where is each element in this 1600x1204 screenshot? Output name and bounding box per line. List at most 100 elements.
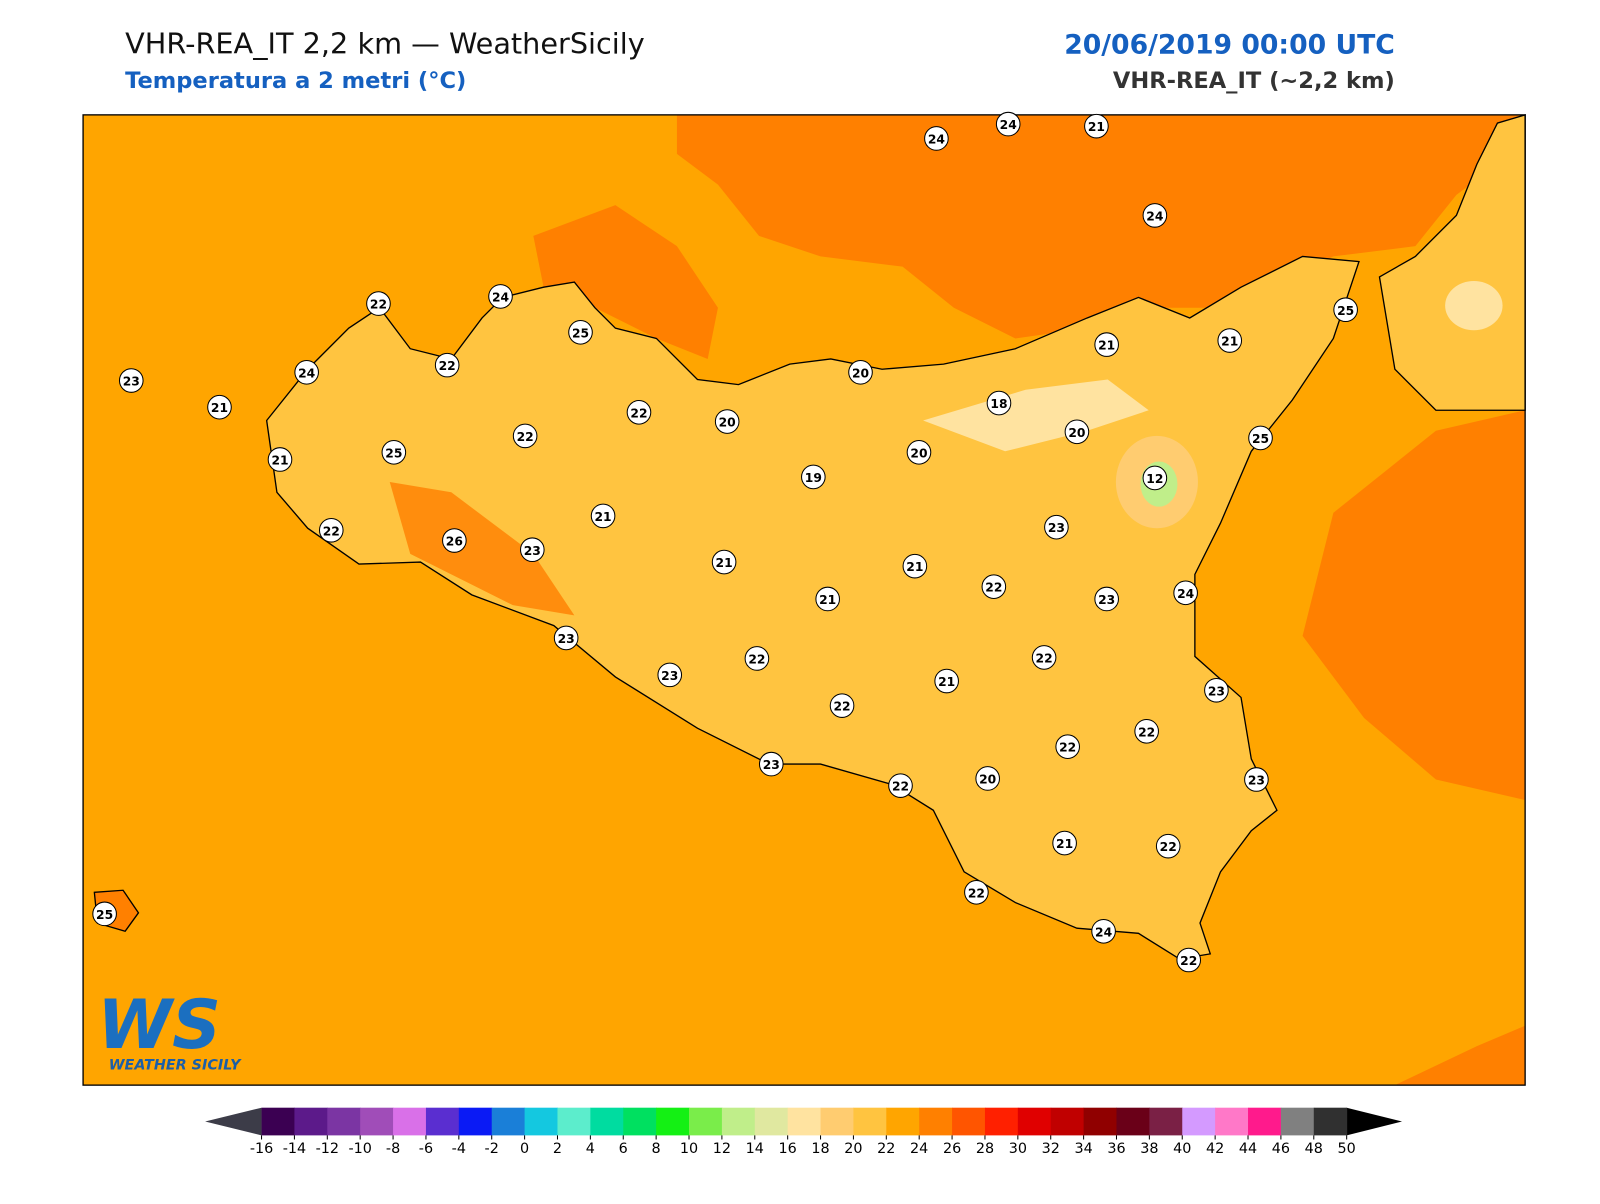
station-marker bbox=[1204, 677, 1229, 703]
colorbar-tick-label: 44 bbox=[1239, 1141, 1257, 1157]
station-marker bbox=[1044, 514, 1069, 540]
station-value: 20 bbox=[719, 416, 736, 430]
station-marker bbox=[744, 646, 770, 671]
station-value: 21 bbox=[716, 556, 733, 570]
station-value: 23 bbox=[558, 632, 575, 646]
colorbar-tick-label: 48 bbox=[1305, 1141, 1323, 1157]
station-marker bbox=[488, 284, 513, 309]
station-value: 23 bbox=[1048, 521, 1065, 535]
logo: WS WEATHER SICILY bbox=[97, 985, 242, 1074]
station-value: 25 bbox=[1252, 432, 1269, 446]
colorbar-bin bbox=[1083, 1107, 1118, 1136]
station-marker bbox=[1094, 586, 1119, 612]
colorbar-tick-label: 2 bbox=[553, 1141, 562, 1157]
colorbar-tick-label: 24 bbox=[910, 1141, 928, 1157]
warm-sea bbox=[676, 114, 1526, 339]
colorbar-tick-label: -2 bbox=[485, 1141, 499, 1157]
station-marker bbox=[118, 368, 144, 393]
station-value: 25 bbox=[572, 326, 589, 340]
station-value: 23 bbox=[1208, 684, 1225, 698]
station-marker bbox=[964, 880, 989, 905]
station-value: 21 bbox=[819, 593, 836, 607]
colorbar-bin bbox=[1116, 1107, 1150, 1136]
station-marker bbox=[366, 291, 391, 316]
station-value: 24 bbox=[1146, 209, 1163, 223]
colorbar-bin bbox=[261, 1107, 295, 1136]
colorbar-bin bbox=[393, 1107, 427, 1136]
station-value: 25 bbox=[385, 446, 402, 460]
station-marker bbox=[1142, 465, 1168, 491]
station-marker bbox=[442, 528, 467, 553]
station-value: 23 bbox=[661, 669, 678, 683]
colorbar-tick-label: 20 bbox=[844, 1141, 862, 1157]
station-value: 21 bbox=[595, 510, 612, 524]
station-marker bbox=[1173, 580, 1198, 606]
station-value: 22 bbox=[1036, 651, 1053, 665]
station-marker bbox=[1064, 419, 1090, 445]
station-value: 21 bbox=[1098, 339, 1115, 353]
colorbar-tick-label: 28 bbox=[976, 1141, 994, 1157]
station-marker bbox=[714, 409, 740, 434]
colorbar-bin bbox=[294, 1107, 328, 1136]
station-marker bbox=[1176, 947, 1202, 973]
warm-sea bbox=[1394, 1025, 1526, 1086]
colorbar-tick-label: 50 bbox=[1338, 1141, 1356, 1157]
colorbar-tick-label: 22 bbox=[877, 1141, 895, 1157]
station-value: 21 bbox=[906, 560, 923, 574]
station-marker bbox=[1217, 328, 1243, 353]
logo-text: WEATHER SICILY bbox=[109, 1058, 242, 1074]
station-marker bbox=[381, 439, 407, 465]
station-value: 22 bbox=[1059, 741, 1076, 755]
station-value: 22 bbox=[323, 524, 340, 538]
station-marker bbox=[1094, 332, 1119, 357]
colorbar-bin bbox=[491, 1107, 526, 1136]
colorbar-over bbox=[1346, 1107, 1403, 1136]
station-marker bbox=[986, 390, 1012, 416]
station-marker bbox=[1134, 718, 1159, 744]
colorbar-bin bbox=[557, 1107, 591, 1136]
station-marker bbox=[711, 549, 737, 575]
station-value: 18 bbox=[990, 397, 1007, 411]
colorbar-bin bbox=[1182, 1107, 1216, 1136]
station-value: 21 bbox=[271, 454, 288, 468]
colorbar-bin bbox=[327, 1107, 361, 1136]
station-value: 22 bbox=[968, 886, 985, 900]
station-value: 22 bbox=[517, 430, 534, 444]
station-value: 23 bbox=[763, 758, 780, 772]
colorbar-bin bbox=[886, 1107, 920, 1136]
colorbar-tick-label: 18 bbox=[811, 1141, 829, 1157]
model-label: VHR-REA_IT (~2,2 km) bbox=[1113, 68, 1395, 94]
station-value: 20 bbox=[852, 366, 869, 380]
subtitle: Temperatura a 2 metri (°C) bbox=[125, 68, 466, 94]
colorbar-tick-label: 14 bbox=[746, 1141, 764, 1157]
station-marker bbox=[267, 447, 293, 472]
colorbar-tick-label: -12 bbox=[316, 1141, 339, 1157]
station-value: 23 bbox=[524, 544, 541, 558]
station-value: 24 bbox=[928, 132, 945, 146]
station-value: 21 bbox=[1221, 335, 1238, 349]
station-marker bbox=[758, 751, 784, 777]
station-marker bbox=[995, 111, 1021, 137]
map-frame bbox=[82, 114, 1526, 1086]
station-marker bbox=[924, 126, 949, 151]
station-value: 23 bbox=[1248, 774, 1265, 788]
station-marker bbox=[801, 464, 826, 490]
colorbar: -16 -14 -12 -10 -8 -6 -4 -2 0 2 4 6 8 10 12 14 16 18 20 22 2… bbox=[205, 1107, 1403, 1157]
station-value: 22 bbox=[985, 581, 1002, 595]
colorbar-bin bbox=[1215, 1107, 1249, 1136]
station-value: 22 bbox=[1138, 725, 1155, 739]
colorbar-bin bbox=[656, 1107, 690, 1136]
calabria bbox=[1378, 113, 1526, 411]
station-marker bbox=[657, 662, 683, 688]
title: VHR-REA_IT 2,2 km — WeatherSicily bbox=[125, 26, 645, 60]
station-value: 22 bbox=[748, 652, 765, 666]
station-value: 21 bbox=[1056, 837, 1073, 851]
station-marker bbox=[975, 766, 1000, 791]
colorbar-tick-label: 34 bbox=[1074, 1141, 1092, 1157]
colorbar-bin bbox=[820, 1107, 854, 1136]
station-marker bbox=[294, 359, 319, 385]
station-value: 20 bbox=[1068, 426, 1085, 440]
station-marker bbox=[626, 399, 652, 425]
colorbar-tick-label: 46 bbox=[1272, 1141, 1290, 1157]
